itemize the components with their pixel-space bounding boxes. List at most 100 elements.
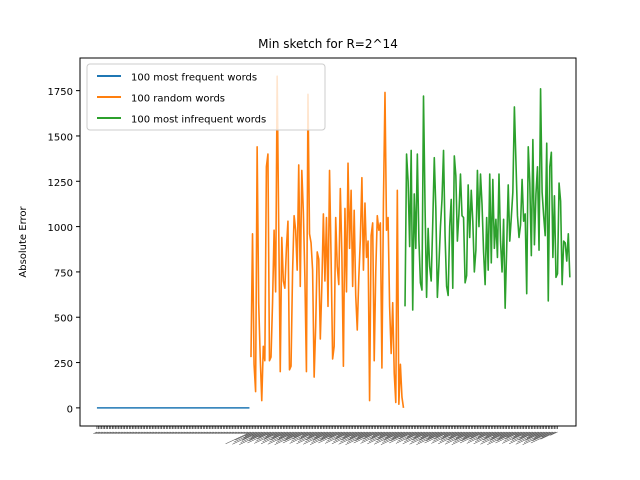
x-tick-label bbox=[179, 431, 184, 434]
x-tick-label bbox=[216, 431, 221, 434]
x-tick-label bbox=[130, 431, 135, 434]
x-tick-label bbox=[456, 431, 470, 439]
x-tick-label bbox=[344, 431, 353, 437]
x-tick-label bbox=[150, 431, 155, 434]
x-tick-label bbox=[110, 431, 114, 434]
x-tick-label bbox=[471, 431, 483, 438]
x-tick-label bbox=[502, 431, 527, 444]
x-tick-label bbox=[199, 431, 204, 434]
x-tick-label bbox=[274, 431, 302, 445]
x-tick-label bbox=[424, 431, 449, 444]
x-tick-label bbox=[197, 431, 202, 434]
x-tick-label bbox=[222, 431, 227, 434]
x-tick-label bbox=[201, 431, 205, 434]
x-tick-label bbox=[133, 431, 138, 434]
x-tick-label bbox=[300, 431, 313, 438]
x-tick-label bbox=[265, 431, 278, 438]
x-tick-label bbox=[532, 431, 552, 442]
x-tick-label bbox=[277, 431, 296, 441]
x-tick-label bbox=[278, 431, 293, 439]
x-tick-label bbox=[116, 431, 121, 434]
x-tick-label bbox=[413, 431, 427, 439]
x-tick-label bbox=[93, 431, 98, 434]
x-tick-label bbox=[287, 431, 298, 437]
x-tick-label bbox=[530, 431, 555, 444]
x-tick-label bbox=[240, 431, 264, 443]
x-tick-label bbox=[499, 431, 510, 437]
x-tick-label bbox=[303, 431, 330, 445]
x-tick-label bbox=[272, 431, 285, 439]
x-tick-label bbox=[125, 431, 130, 434]
x-tick-label bbox=[402, 431, 429, 445]
x-tick-label bbox=[173, 431, 178, 434]
x-tick-label bbox=[326, 431, 347, 442]
x-tick-label bbox=[124, 431, 128, 434]
x-tick-label bbox=[312, 431, 332, 441]
x-tick-label bbox=[213, 431, 218, 434]
y-tick-label: 250 bbox=[54, 359, 73, 370]
x-tick-label bbox=[364, 431, 376, 438]
x-tick-label bbox=[450, 431, 460, 437]
x-tick-label bbox=[498, 431, 513, 439]
x-tick-label bbox=[346, 431, 370, 443]
x-tick-label bbox=[469, 431, 486, 440]
x-tick-label bbox=[219, 431, 224, 434]
x-tick-label bbox=[338, 431, 366, 445]
x-tick-label bbox=[108, 431, 113, 434]
x-tick-label bbox=[518, 431, 537, 441]
x-tick-label bbox=[370, 431, 387, 440]
x-tick-label bbox=[307, 431, 321, 439]
legend-label: 100 most frequent words bbox=[131, 73, 257, 84]
x-tick-label bbox=[235, 431, 253, 441]
x-tick-label bbox=[481, 431, 504, 443]
series-line-3 bbox=[404, 88, 571, 311]
x-tick-label bbox=[505, 431, 521, 440]
x-tick-label bbox=[550, 431, 558, 436]
y-tick-label: 1250 bbox=[48, 178, 73, 189]
x-tick-label bbox=[164, 431, 168, 434]
x-tick-label bbox=[355, 431, 375, 442]
x-tick-label bbox=[409, 431, 436, 445]
x-tick-label bbox=[491, 431, 506, 439]
x-tick-label bbox=[225, 431, 252, 445]
x-tick-label bbox=[438, 431, 464, 445]
x-tick-label bbox=[420, 431, 435, 439]
x-tick-label bbox=[486, 431, 495, 437]
x-tick-label bbox=[398, 431, 415, 440]
x-tick-label bbox=[191, 431, 196, 434]
x-tick-label bbox=[142, 431, 147, 434]
x-tick-label bbox=[373, 431, 381, 436]
x-tick-label bbox=[508, 431, 535, 445]
x-tick-label bbox=[515, 431, 543, 445]
x-tick-label bbox=[96, 431, 101, 434]
x-tick-label bbox=[165, 431, 170, 434]
x-tick-label bbox=[415, 431, 424, 437]
x-tick-label bbox=[510, 431, 532, 442]
x-tick-label bbox=[329, 431, 341, 438]
x-tick-label bbox=[102, 431, 107, 434]
x-tick-label bbox=[241, 431, 261, 441]
x-tick-label bbox=[528, 431, 538, 437]
x-tick-label bbox=[250, 431, 265, 439]
x-tick-label bbox=[194, 431, 199, 434]
x-tick-label bbox=[107, 431, 111, 434]
x-tick-label bbox=[473, 431, 500, 445]
x-tick-label bbox=[389, 431, 413, 444]
x-tick-label bbox=[242, 431, 247, 434]
x-tick-label bbox=[315, 431, 326, 437]
x-tick-label bbox=[131, 431, 136, 434]
x-tick-label bbox=[241, 431, 245, 434]
x-tick-label bbox=[428, 431, 440, 437]
x-tick-label bbox=[474, 431, 497, 442]
x-tick-label bbox=[386, 431, 396, 437]
x-tick-label bbox=[217, 431, 222, 434]
x-tick-label bbox=[120, 431, 125, 434]
x-tick-label bbox=[431, 431, 456, 444]
x-tick-label bbox=[345, 431, 373, 445]
x-tick-label bbox=[231, 431, 236, 434]
x-tick-label bbox=[181, 431, 185, 434]
x-tick-label bbox=[122, 431, 127, 434]
y-tick-label: 500 bbox=[54, 314, 73, 325]
x-tick-label bbox=[506, 431, 518, 438]
